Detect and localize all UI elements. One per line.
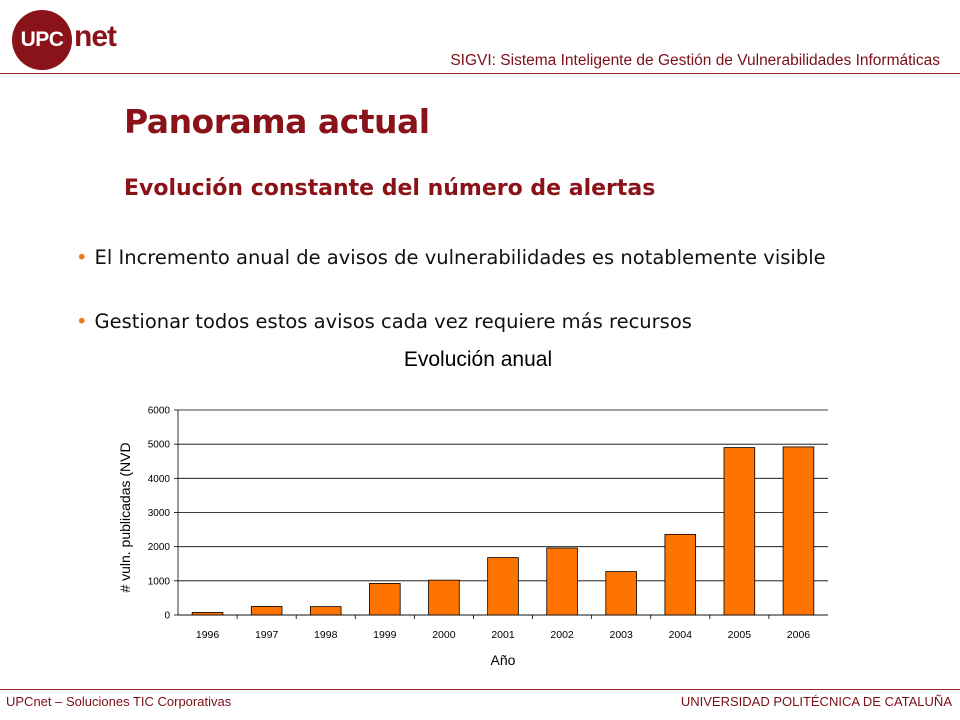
header-divider [0, 73, 960, 74]
bullet-item: • Gestionar todos estos avisos cada vez r… [76, 310, 692, 333]
logo-upc-circle: UPC [12, 10, 72, 70]
x-tick-label: 1998 [314, 629, 338, 641]
bar-1999 [369, 582, 401, 616]
bar-2001 [487, 557, 519, 616]
bar-2006 [782, 446, 815, 616]
x-tick-label: 2001 [491, 629, 515, 641]
chart-title: Evolución anual [403, 348, 553, 371]
y-tick-label: 6000 [148, 406, 171, 417]
footer-right: UNIVERSIDAD POLITÉCNICA DE CATALUÑA [680, 694, 952, 709]
y-tick-label: 3000 [148, 508, 171, 519]
y-tick-label: 0 [164, 611, 170, 622]
bullet-dot-icon: • [76, 310, 88, 333]
footer-left: UPCnet – Soluciones TIC Corporativas [6, 694, 232, 709]
bar-1998 [309, 606, 342, 616]
bar-2000 [428, 579, 460, 616]
footer-divider [0, 689, 960, 690]
x-axis-label: Año [491, 652, 516, 668]
y-tick-label: 5000 [148, 440, 171, 451]
x-tick-label: 2005 [728, 629, 752, 641]
x-tick-label: 1996 [196, 629, 220, 641]
bullet-dot-icon: • [76, 246, 88, 269]
bar-2003 [605, 571, 637, 616]
y-tick-label: 4000 [148, 474, 171, 485]
bar-1997 [250, 606, 283, 616]
x-tick-label: 2004 [669, 629, 693, 641]
bullet-item: • El Incremento anual de avisos de vulner… [76, 246, 826, 269]
x-tick-label: 2000 [432, 629, 456, 641]
slide-subtitle: Evolución constante del número de alerta… [124, 176, 656, 201]
x-tick-label: 2006 [787, 629, 811, 641]
x-tick-label: 2003 [610, 629, 634, 641]
bar-2005 [723, 447, 756, 616]
bar-1996 [191, 612, 224, 616]
slide-title: Panorama actual [124, 102, 430, 141]
y-tick-label: 1000 [148, 576, 171, 587]
bullet-text: El Incremento anual de avisos de vulnera… [94, 246, 826, 269]
x-tick-label: 1999 [373, 629, 397, 641]
logo-net-text: net [74, 20, 117, 53]
header-title: SIGVI: Sistema Inteligente de Gestión de… [450, 52, 940, 69]
y-axis-label: # vuln. publicadas (NVD [117, 442, 133, 592]
y-tick-label: 2000 [148, 542, 171, 553]
x-tick-label: 2002 [550, 629, 574, 641]
x-tick-label: 1997 [255, 629, 279, 641]
bar-2002 [546, 547, 578, 616]
upcnet-logo: UPC net [12, 10, 142, 70]
bullet-text: Gestionar todos estos avisos cada vez re… [94, 310, 692, 333]
bar-2004 [664, 533, 697, 616]
bar-chart: 0 1000 2000 3000 4000 5000 6000 1996 1997 1998 199… [117, 406, 828, 668]
